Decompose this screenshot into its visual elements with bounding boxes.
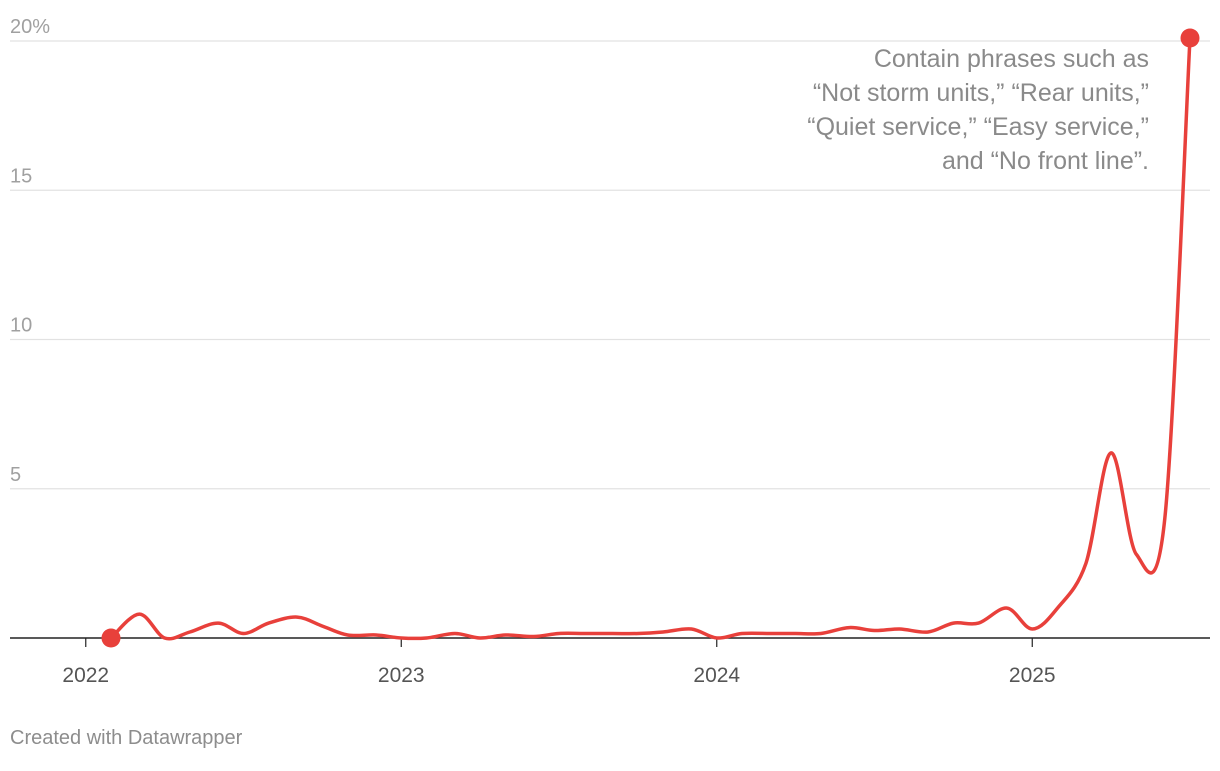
axes <box>10 637 1210 647</box>
tick-labels: 20% 15 10 5 2022 2023 2024 2025 <box>10 16 1056 687</box>
y-tick-label: 5 <box>10 464 21 486</box>
annotation-line: “Not storm units,” “Rear units,” <box>813 79 1149 107</box>
annotation: Contain phrases such as “Not storm units,… <box>807 45 1149 175</box>
annotation-line: Contain phrases such as <box>874 45 1149 73</box>
series-line <box>109 36 1192 641</box>
x-tick-label: 2023 <box>378 664 425 687</box>
x-tick-label: 2022 <box>62 664 109 687</box>
gridlines <box>10 40 1210 490</box>
y-tick-label: 20% <box>10 16 50 38</box>
x-tick-label: 2024 <box>693 664 740 687</box>
start-point-marker <box>101 628 121 648</box>
credit-text: Created with Datawrapper <box>10 727 243 749</box>
y-tick-label: 15 <box>10 165 32 187</box>
series-group <box>101 28 1200 648</box>
annotation-line: and “No front line”. <box>942 147 1149 175</box>
y-tick-label: 10 <box>10 315 32 337</box>
end-point-marker <box>1180 28 1200 48</box>
x-tick-label: 2025 <box>1009 664 1056 687</box>
annotation-line: “Quiet service,” “Easy service,” <box>807 113 1149 141</box>
